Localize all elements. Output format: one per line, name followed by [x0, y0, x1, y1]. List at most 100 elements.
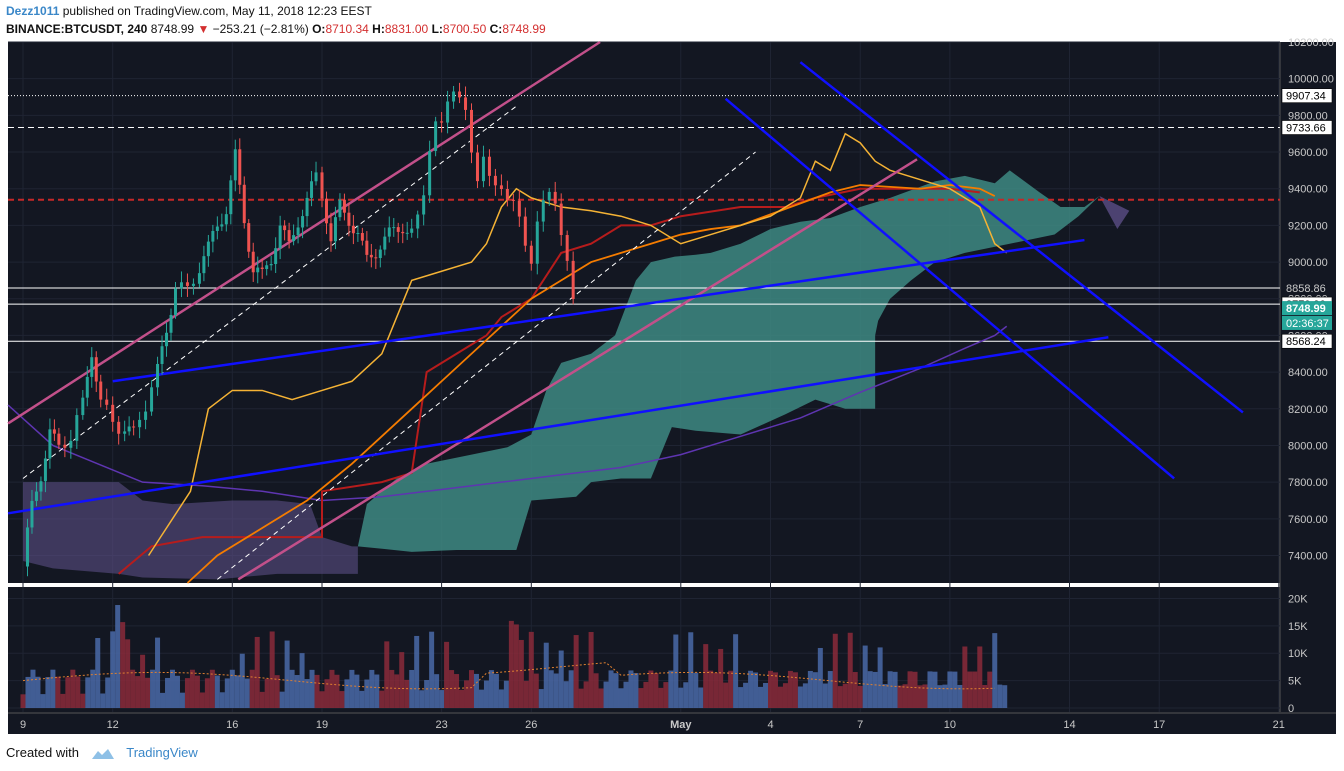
candle-body: [185, 282, 189, 286]
candle-body: [283, 225, 287, 231]
y-tick-label: 8400.00: [1288, 367, 1328, 379]
volume-bar: [204, 678, 210, 708]
candle-body: [278, 225, 282, 249]
volume-bar: [718, 648, 724, 708]
candle-body: [260, 267, 264, 270]
low-value: 8700.50: [442, 22, 487, 36]
candle-body: [333, 217, 337, 242]
volume-bar: [219, 692, 225, 708]
ichimoku-cloud-bearish: [23, 482, 358, 580]
volume-tick-label: 5K: [1288, 676, 1302, 688]
candle-body: [191, 283, 195, 286]
volume-bar: [997, 684, 1003, 708]
volume-bar: [493, 673, 499, 708]
volume-bar: [802, 683, 808, 708]
volume-bar: [254, 636, 260, 708]
volume-bar: [992, 633, 998, 708]
candle-body: [481, 156, 485, 182]
volume-bar: [987, 671, 993, 708]
y-tick-label: 8200.00: [1288, 404, 1328, 416]
candle-body: [229, 180, 233, 215]
candle-body: [505, 189, 509, 200]
candle-body: [197, 273, 201, 284]
volume-bar: [543, 642, 549, 708]
volume-bar: [927, 671, 933, 708]
author-link[interactable]: Dezz1011: [6, 4, 60, 18]
y-tick-label: 7600.00: [1288, 514, 1328, 526]
volume-bar: [469, 670, 474, 708]
candle-body: [329, 223, 333, 242]
candle-body: [105, 399, 109, 405]
volume-bar: [648, 670, 654, 708]
volume-bar: [170, 669, 175, 708]
volume-bar: [85, 677, 91, 708]
volume-bar: [897, 685, 903, 708]
candle-body: [138, 419, 142, 428]
volume-bar: [434, 674, 440, 708]
candle-body: [202, 256, 206, 274]
volume-bar: [877, 647, 883, 708]
candle-body: [320, 172, 324, 199]
y-tick-label: 9400.00: [1288, 184, 1328, 196]
price-label-box: [1281, 88, 1333, 103]
symbol-label: BINANCE:BTCUSDT, 240: [6, 22, 148, 36]
volume-bar: [100, 693, 106, 708]
volume-bar: [125, 639, 131, 708]
volume-bar: [533, 673, 539, 708]
candle-body: [464, 97, 468, 110]
candle-body: [547, 191, 551, 201]
volume-bar: [354, 674, 360, 708]
candle-body: [63, 444, 67, 448]
volume-bar: [309, 669, 315, 708]
volume-bar: [952, 671, 958, 708]
blue-trend-upper: [112, 238, 1085, 383]
candle-body: [160, 346, 164, 364]
volume-bar: [932, 671, 938, 708]
volume-bar: [902, 684, 908, 708]
volume-bar: [683, 682, 689, 708]
x-tick-label: 7: [857, 719, 863, 731]
volume-bar: [917, 685, 923, 708]
volume-bar: [977, 646, 983, 708]
volume-bar: [837, 686, 843, 708]
ma-long-line: [7, 325, 1008, 502]
volume-bar: [713, 672, 719, 708]
volume-bar: [947, 671, 953, 708]
volume-bar: [792, 672, 798, 708]
volume-bar: [155, 637, 161, 708]
volume-bar: [563, 681, 569, 708]
volume-bar: [743, 682, 749, 708]
volume-bar: [429, 631, 435, 708]
candle-body: [179, 282, 183, 289]
candle-body: [117, 421, 121, 434]
candle-body: [30, 500, 34, 528]
candle-body: [511, 199, 515, 201]
candle-body: [553, 191, 557, 204]
volume-bar: [473, 673, 479, 708]
candle-body: [81, 397, 85, 416]
candle-body: [156, 363, 160, 388]
volume-bar: [658, 687, 664, 708]
x-tick-label: 26: [525, 719, 537, 731]
volume-bar: [454, 674, 460, 708]
volume-bar: [30, 669, 36, 708]
volume-bar: [439, 690, 445, 708]
candle-body: [487, 156, 491, 176]
tenkan-line: [147, 132, 1008, 556]
high-value: 8831.00: [384, 22, 429, 36]
candle-body: [123, 431, 127, 434]
volume-bar: [753, 672, 759, 708]
volume-bar: [588, 632, 594, 708]
ichimoku-cloud-bearish-tail: [1099, 196, 1130, 230]
volume-bar: [359, 690, 365, 708]
candle-body: [52, 429, 56, 434]
volume-bar: [319, 691, 325, 708]
y-tick-label: 7800.00: [1288, 477, 1328, 489]
candle-body: [440, 121, 444, 123]
tradingview-link[interactable]: TradingView: [126, 745, 198, 760]
x-tick-label: 21: [1273, 719, 1285, 731]
candle-body: [224, 214, 228, 225]
x-tick-label: 9: [20, 719, 26, 731]
kijun-line: [118, 187, 980, 575]
